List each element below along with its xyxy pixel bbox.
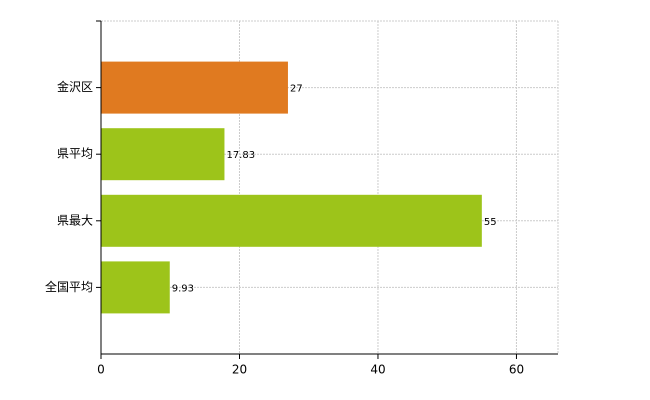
y-tick-label: 県平均 [57, 147, 93, 161]
x-tick-label: 40 [370, 363, 385, 377]
value-label: 9.93 [172, 283, 194, 294]
x-tick-label: 0 [97, 363, 105, 377]
value-label: 27 [290, 84, 303, 95]
y-tick-label: 金沢区 [57, 79, 93, 94]
y-tick-label: 県最大 [57, 213, 93, 227]
bar [101, 194, 482, 247]
bar [101, 61, 288, 114]
bar [101, 128, 225, 181]
x-tick-label: 20 [232, 363, 247, 377]
value-label: 17.83 [226, 150, 255, 161]
bar [101, 261, 170, 314]
x-tick-label: 60 [509, 363, 524, 377]
y-tick-label: 全国平均 [45, 279, 93, 294]
value-label: 55 [484, 217, 497, 228]
